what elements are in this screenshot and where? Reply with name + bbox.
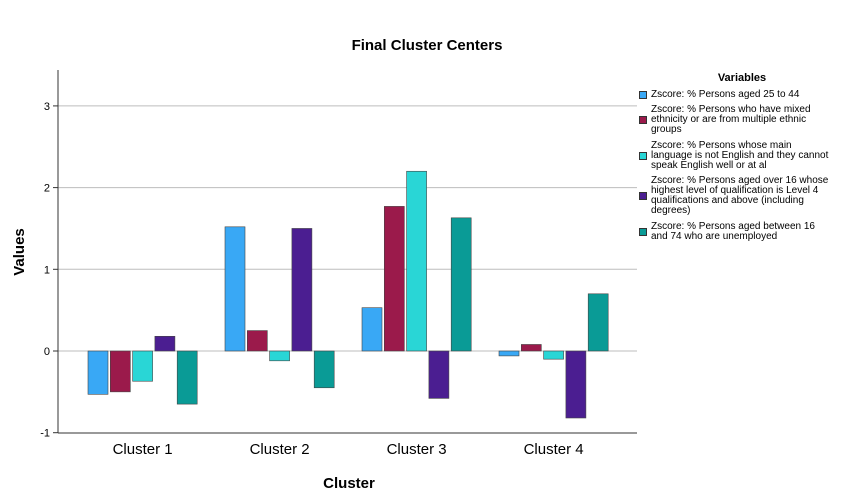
legend-swatch xyxy=(639,152,647,160)
bar-cluster2-series5 xyxy=(313,350,335,389)
legend-label: Zscore: % Persons aged 25 to 44 xyxy=(651,89,800,100)
axes xyxy=(57,70,637,434)
bar-cluster1-series4 xyxy=(154,335,176,352)
bar-cluster4-series5 xyxy=(587,293,609,352)
bar-cluster2-series4 xyxy=(291,228,313,352)
chart-title: Final Cluster Centers xyxy=(352,37,503,54)
y-tick-label: 3 xyxy=(44,101,50,113)
bar-cluster4-series1 xyxy=(498,350,520,357)
bar-cluster3-series4 xyxy=(428,350,450,399)
x-tick-label: Cluster 4 xyxy=(524,441,584,458)
legend: Variables Zscore: % Persons aged 25 to 4… xyxy=(636,70,853,250)
bar-cluster1-series1 xyxy=(87,350,109,395)
bar-cluster4-series2 xyxy=(520,344,542,352)
y-tick-label: 1 xyxy=(44,264,50,276)
bar-cluster1-series5 xyxy=(176,350,198,405)
y-tick-label: 2 xyxy=(44,183,50,195)
x-tick-label: Cluster 3 xyxy=(387,441,447,458)
bar-cluster4-series4 xyxy=(565,350,587,419)
x-tick-label: Cluster 2 xyxy=(250,441,310,458)
bar-cluster3-series5 xyxy=(450,217,472,352)
bar-cluster3-series1 xyxy=(361,307,383,352)
legend-swatch xyxy=(639,116,647,124)
y-axis-title: Values xyxy=(11,228,28,276)
x-tick-label: Cluster 1 xyxy=(113,441,173,458)
gridlines xyxy=(58,105,637,352)
legend-label: Zscore: % Persons who have mixed ethnicit… xyxy=(651,104,811,135)
legend-title: Variables xyxy=(717,72,767,84)
bar-cluster2-series2 xyxy=(247,330,268,352)
x-axis-title: Cluster xyxy=(323,475,375,492)
bars xyxy=(87,170,609,419)
bar-cluster3-series2 xyxy=(383,206,405,352)
y-tick-label: -1 xyxy=(40,428,50,440)
bar-cluster1-series3 xyxy=(132,350,153,382)
legend-swatch xyxy=(639,91,647,99)
bar-cluster3-series3 xyxy=(406,170,427,352)
y-tick-label: 0 xyxy=(44,346,50,358)
bar-cluster2-series1 xyxy=(224,226,246,352)
y-tick-labels: -1 0 1 2 3 xyxy=(40,101,58,440)
bar-cluster4-series3 xyxy=(543,350,564,360)
bar-cluster1-series2 xyxy=(110,350,131,393)
legend-swatch xyxy=(639,228,647,236)
legend-swatch xyxy=(639,192,647,200)
bar-cluster2-series3 xyxy=(269,350,290,362)
x-tick-labels: Cluster 1 Cluster 2 Cluster 3 Cluster 4 xyxy=(113,441,584,458)
legend-label: Zscore: % Persons aged between 16 and 74 … xyxy=(651,221,815,242)
legend-label: Zscore: % Persons whose main language is … xyxy=(651,140,829,171)
legend-label: Zscore: % Persons aged over 16 whose high… xyxy=(651,175,829,216)
